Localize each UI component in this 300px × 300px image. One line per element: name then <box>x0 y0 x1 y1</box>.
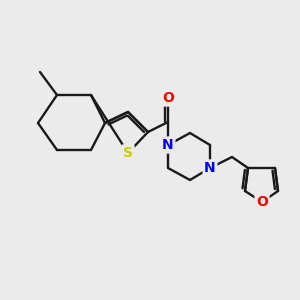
Text: O: O <box>162 91 174 105</box>
Text: N: N <box>162 138 174 152</box>
Text: S: S <box>123 146 133 160</box>
Text: N: N <box>204 161 216 175</box>
Text: O: O <box>256 195 268 209</box>
